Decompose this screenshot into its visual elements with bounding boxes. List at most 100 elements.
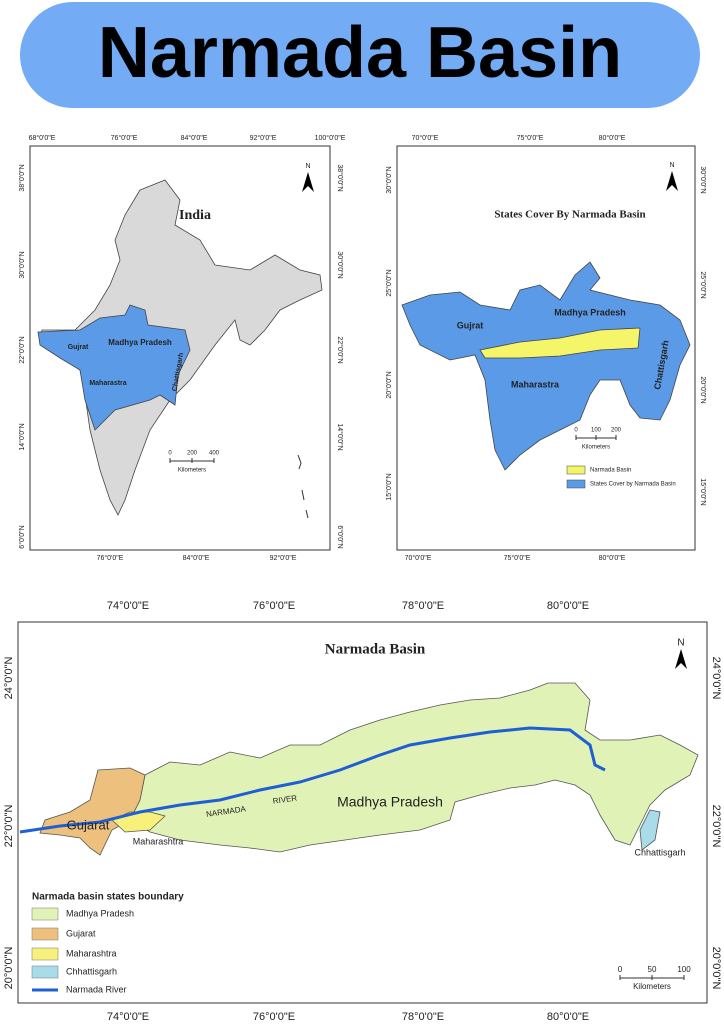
region-label: Maharastra — [89, 380, 126, 387]
latitude-label: 6°0'0"N — [18, 525, 26, 548]
page-title: Narmada Basin — [98, 13, 622, 93]
longitude-label: 80°0'0"E — [599, 134, 626, 142]
longitude-label: 80°0'0"E — [599, 554, 626, 562]
map-title: India — [179, 208, 211, 223]
legend-swatch — [566, 479, 586, 489]
longitude-label: 80°0'0"E — [547, 1011, 589, 1023]
longitude-label: 76°0'0"E — [253, 1011, 295, 1023]
legend-label: Chhattisgarh — [66, 966, 117, 976]
latitude-label: 24°0'0"N — [710, 657, 722, 700]
legend-label: Narmada Basin — [590, 468, 631, 474]
latitude-label: 38°0'0"N — [18, 164, 26, 191]
map-india — [29, 145, 331, 551]
legend-label: Narmada River — [66, 984, 127, 994]
legend-label: States Cover by Narmada Basin — [590, 482, 676, 488]
longitude-label: 68°0'0"E — [29, 134, 56, 142]
latitude-label: 22°0'0"N — [710, 805, 722, 848]
longitude-label: 74°0'0"E — [107, 1011, 149, 1023]
legend-swatch — [31, 947, 59, 961]
scale-tick: 200 — [187, 451, 198, 457]
chhattisgarh-area — [639, 809, 661, 851]
region-label: Madhya Pradesh — [554, 307, 626, 317]
scale-bar — [575, 435, 617, 440]
longitude-label: 80°0'0"E — [547, 600, 589, 612]
latitude-label: 20°0'0"N — [710, 947, 722, 990]
states-shape — [401, 261, 691, 471]
latitude-label: 22°0'0"N — [3, 805, 15, 848]
longitude-label: 76°0'0"E — [111, 134, 138, 142]
map-states — [396, 145, 696, 551]
scale-tick: 100 — [677, 965, 691, 974]
map-basin — [17, 621, 708, 1004]
latitude-label: 30°0'0"N — [385, 166, 393, 193]
latitude-label: 15°0'0"N — [385, 473, 393, 500]
north-arrow — [302, 172, 314, 192]
longitude-label: 100°0'0"E — [315, 134, 346, 142]
legend-title: Narmada basin states boundary — [32, 892, 184, 903]
scale-bar — [169, 458, 215, 463]
map-title: States Cover By Narmada Basin — [494, 209, 645, 221]
scale-tick: 50 — [648, 965, 657, 974]
longitude-label: 74°0'0"E — [107, 600, 149, 612]
latitude-label: 38°0'0"N — [336, 164, 344, 191]
longitude-label: 92°0'0"E — [250, 134, 277, 142]
latitude-label: 25°0'0"N — [385, 269, 393, 296]
longitude-label: 92°0'0"E — [270, 554, 297, 562]
region-label: Gujrat — [68, 344, 89, 351]
region-label: Madhya Pradesh — [108, 338, 172, 347]
madhya-pradesh-area — [129, 682, 699, 853]
latitude-label: 15°0'0"N — [699, 478, 707, 505]
legend-label: Madhya Pradesh — [66, 908, 134, 918]
scale-unit: Kilometers — [633, 982, 671, 991]
title-pill — [20, 2, 700, 108]
north-label: N — [305, 163, 310, 170]
latitude-label: 24°0'0"N — [3, 657, 15, 700]
latitude-label: 20°0'0"N — [699, 376, 707, 403]
latitude-label: 14°0'0"N — [336, 423, 344, 450]
longitude-label: 84°0'0"E — [181, 134, 208, 142]
gujarat-area — [39, 767, 146, 856]
latitude-label: 22°0'0"N — [18, 336, 26, 363]
region-label: Maharashtra — [133, 836, 184, 846]
longitude-label: 70°0'0"E — [412, 134, 439, 142]
legend-label: Gujarat — [66, 928, 96, 938]
scale-tick: 400 — [209, 451, 220, 457]
latitude-label: 30°0'0"N — [699, 166, 707, 193]
legend-swatch — [31, 965, 59, 979]
north-label: N — [669, 162, 674, 169]
region-label: Chhattisgarh — [634, 847, 685, 857]
latitude-label: 30°0'0"N — [18, 251, 26, 278]
river-label: RIVER — [272, 793, 298, 805]
longitude-label: 78°0'0"E — [402, 600, 444, 612]
latitude-label: 20°0'0"N — [3, 947, 15, 990]
latitude-label: 25°0'0"N — [699, 271, 707, 298]
region-label: Gujarat — [67, 817, 110, 832]
region-label: Madhya Pradesh — [337, 794, 443, 810]
region-label: Maharastra — [511, 379, 560, 389]
latitude-label: 30°0'0"N — [336, 251, 344, 278]
latitude-label: 20°0'0"N — [385, 371, 393, 398]
scale-bar — [619, 975, 685, 980]
scale-tick: 100 — [591, 428, 602, 434]
longitude-label: 76°0'0"E — [97, 554, 124, 562]
legend-swatch — [566, 465, 586, 475]
scale-unit: Kilometers — [178, 468, 206, 474]
north-arrow — [666, 171, 678, 191]
latitude-label: 22°0'0"N — [336, 336, 344, 363]
legend-label: Maharashtra — [66, 948, 117, 958]
longitude-label: 78°0'0"E — [402, 1011, 444, 1023]
longitude-label: 70°0'0"E — [405, 554, 432, 562]
north-label: N — [677, 638, 684, 649]
legend-swatch — [31, 907, 59, 921]
north-arrow — [675, 649, 687, 669]
scale-tick: 0 — [618, 965, 623, 974]
scale-tick: 200 — [611, 428, 622, 434]
scale-tick: 0 — [574, 428, 578, 434]
longitude-label: 76°0'0"E — [253, 600, 295, 612]
longitude-label: 84°0'0"E — [183, 554, 210, 562]
scale-tick: 0 — [168, 451, 172, 457]
islands — [297, 454, 309, 519]
region-label: Gujrat — [457, 320, 484, 330]
longitude-label: 75°0'0"E — [517, 134, 544, 142]
